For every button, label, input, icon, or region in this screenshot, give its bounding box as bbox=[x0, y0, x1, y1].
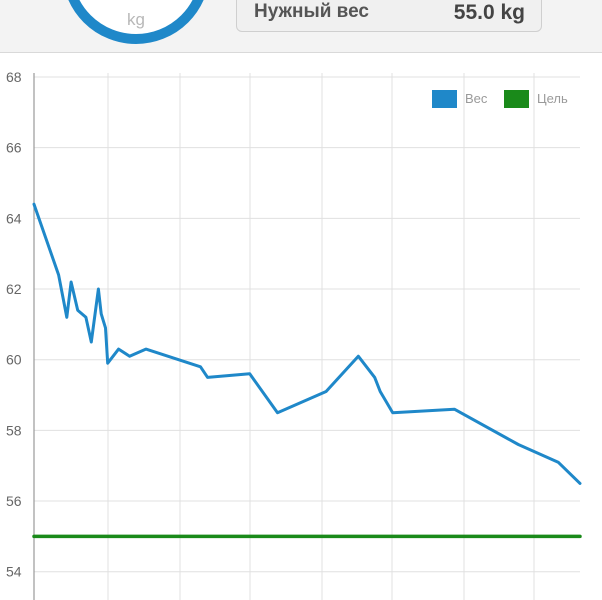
y-tick-label: 66 bbox=[6, 140, 22, 156]
y-tick-label: 62 bbox=[6, 281, 22, 297]
summary-panel: kg Нужный вес 55.0 kg bbox=[0, 0, 602, 53]
target-weight-label: Нужный вес bbox=[254, 1, 369, 22]
y-tick-label: 68 bbox=[6, 69, 22, 85]
y-tick-label: 56 bbox=[6, 493, 22, 509]
weight-line bbox=[32, 202, 582, 485]
y-tick-label: 64 bbox=[6, 210, 22, 226]
legend-swatch bbox=[504, 90, 529, 108]
chart-grid bbox=[33, 73, 580, 600]
weight-chart: 54 56 58 60 62 64 66 68 Вес Цель bbox=[6, 69, 582, 600]
legend-label: Вес bbox=[465, 91, 488, 106]
y-axis-ticks: 54 56 58 60 62 64 66 68 bbox=[6, 69, 22, 580]
chart-series bbox=[32, 202, 582, 539]
current-weight-ring: kg bbox=[62, 0, 210, 44]
ring-unit-label: kg bbox=[127, 10, 145, 29]
y-tick-label: 54 bbox=[6, 564, 22, 580]
chart-legend: Вес Цель bbox=[432, 90, 568, 108]
y-tick-label: 58 bbox=[6, 422, 22, 438]
y-tick-label: 60 bbox=[6, 352, 22, 368]
target-weight-value: 55.0 kg bbox=[453, 1, 525, 24]
legend-label: Цель bbox=[537, 91, 568, 106]
target-weight-card[interactable]: Нужный вес 55.0 kg bbox=[236, 0, 542, 32]
legend-swatch bbox=[432, 90, 457, 108]
